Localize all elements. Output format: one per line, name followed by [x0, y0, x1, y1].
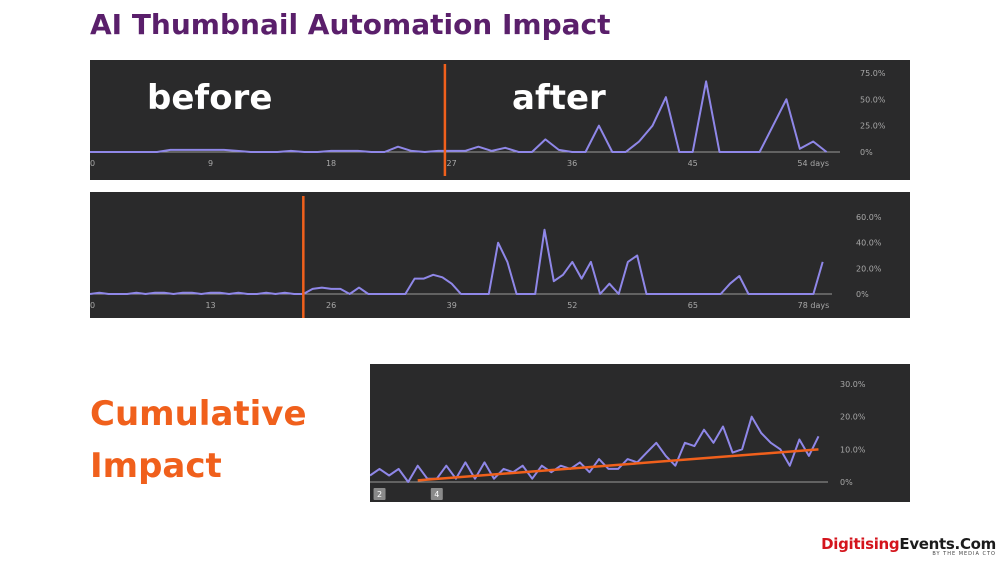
chart2-y-tick-label: 60.0% — [856, 213, 882, 222]
cumulative-impact-label: Cumulative Impact — [90, 388, 307, 492]
chart-3-svg: 0% 10.0% 20.0% 30.0% 2 4 — [370, 380, 866, 500]
chart-1-svg: 0% 25.0% 50.0% 75.0% 0 9 18 27 36 45 54 days — [90, 64, 886, 176]
chart1-y-tick-label: 50.0% — [860, 95, 886, 104]
chart1-x-tick-label: 0 — [90, 159, 95, 168]
logo-text-part2: Events.Com — [899, 535, 996, 553]
chart3-x-tick-label: 4 — [434, 490, 439, 499]
logo-tagline: BY THE MEDIA CTO — [932, 551, 996, 557]
chart2-y-tick-label: 20.0% — [856, 264, 882, 273]
chart3-x-tick-label: 2 — [377, 490, 382, 499]
chart2-x-tick-label: 52 — [567, 301, 577, 310]
chart1-x-tick-label: 45 — [688, 159, 698, 168]
chart1-y-tick-label: 75.0% — [860, 69, 886, 78]
chart2-y-tick-label: 40.0% — [856, 239, 882, 248]
chart2-x-tick-label: 78 days — [798, 301, 830, 310]
chart3-x-tick-box — [430, 488, 443, 500]
logo-text-part1: Digitising — [821, 535, 900, 553]
before-label: before — [147, 78, 273, 118]
chart3-y-tick-label: 10.0% — [840, 445, 866, 454]
chart1-x-tick-label: 27 — [447, 159, 457, 168]
chart2-x-tick-label: 39 — [447, 301, 457, 310]
chart3-trend-line — [417, 448, 819, 482]
chart2-y-tick-label: 0% — [856, 290, 869, 299]
chart1-series-line — [90, 80, 828, 153]
cumulative-label-line2: Impact — [90, 446, 222, 486]
chart2-series-line — [90, 228, 824, 295]
chart-2-svg: 0% 20.0% 40.0% 60.0% 0 13 26 39 52 65 78 days — [90, 196, 882, 318]
chart3-y-tick-label: 20.0% — [840, 413, 866, 422]
chart3-y-tick-label: 0% — [840, 478, 853, 487]
page-title: AI Thumbnail Automation Impact — [90, 8, 611, 41]
chart3-y-tick-label: 30.0% — [840, 380, 866, 389]
chart1-x-tick-label: 36 — [567, 159, 577, 168]
after-label: after — [512, 78, 606, 118]
chart3-x-tick-box — [373, 488, 386, 500]
cumulative-label-line1: Cumulative — [90, 394, 307, 434]
chart2-x-tick-label: 0 — [90, 301, 95, 310]
chart1-x-tick-label: 54 days — [797, 159, 829, 168]
chart2-x-tick-label: 26 — [326, 301, 336, 310]
chart3-series-line — [370, 415, 820, 483]
before-after-chart-2: 0% 20.0% 40.0% 60.0% 0 13 26 39 52 65 78 days — [90, 192, 910, 318]
before-after-chart-1: 0% 25.0% 50.0% 75.0% 0 9 18 27 36 45 54 days — [90, 60, 910, 180]
chart2-x-tick-label: 65 — [688, 301, 698, 310]
logo: DigitisingEvents.Com BY THE MEDIA CTO — [821, 535, 996, 557]
chart1-x-tick-label: 9 — [208, 159, 213, 168]
chart2-x-tick-label: 13 — [205, 301, 215, 310]
chart1-y-tick-label: 25.0% — [860, 122, 886, 131]
cumulative-chart: 0% 10.0% 20.0% 30.0% 2 4 — [370, 364, 910, 502]
chart1-x-tick-label: 18 — [326, 159, 336, 168]
chart1-y-tick-label: 0% — [860, 148, 873, 157]
